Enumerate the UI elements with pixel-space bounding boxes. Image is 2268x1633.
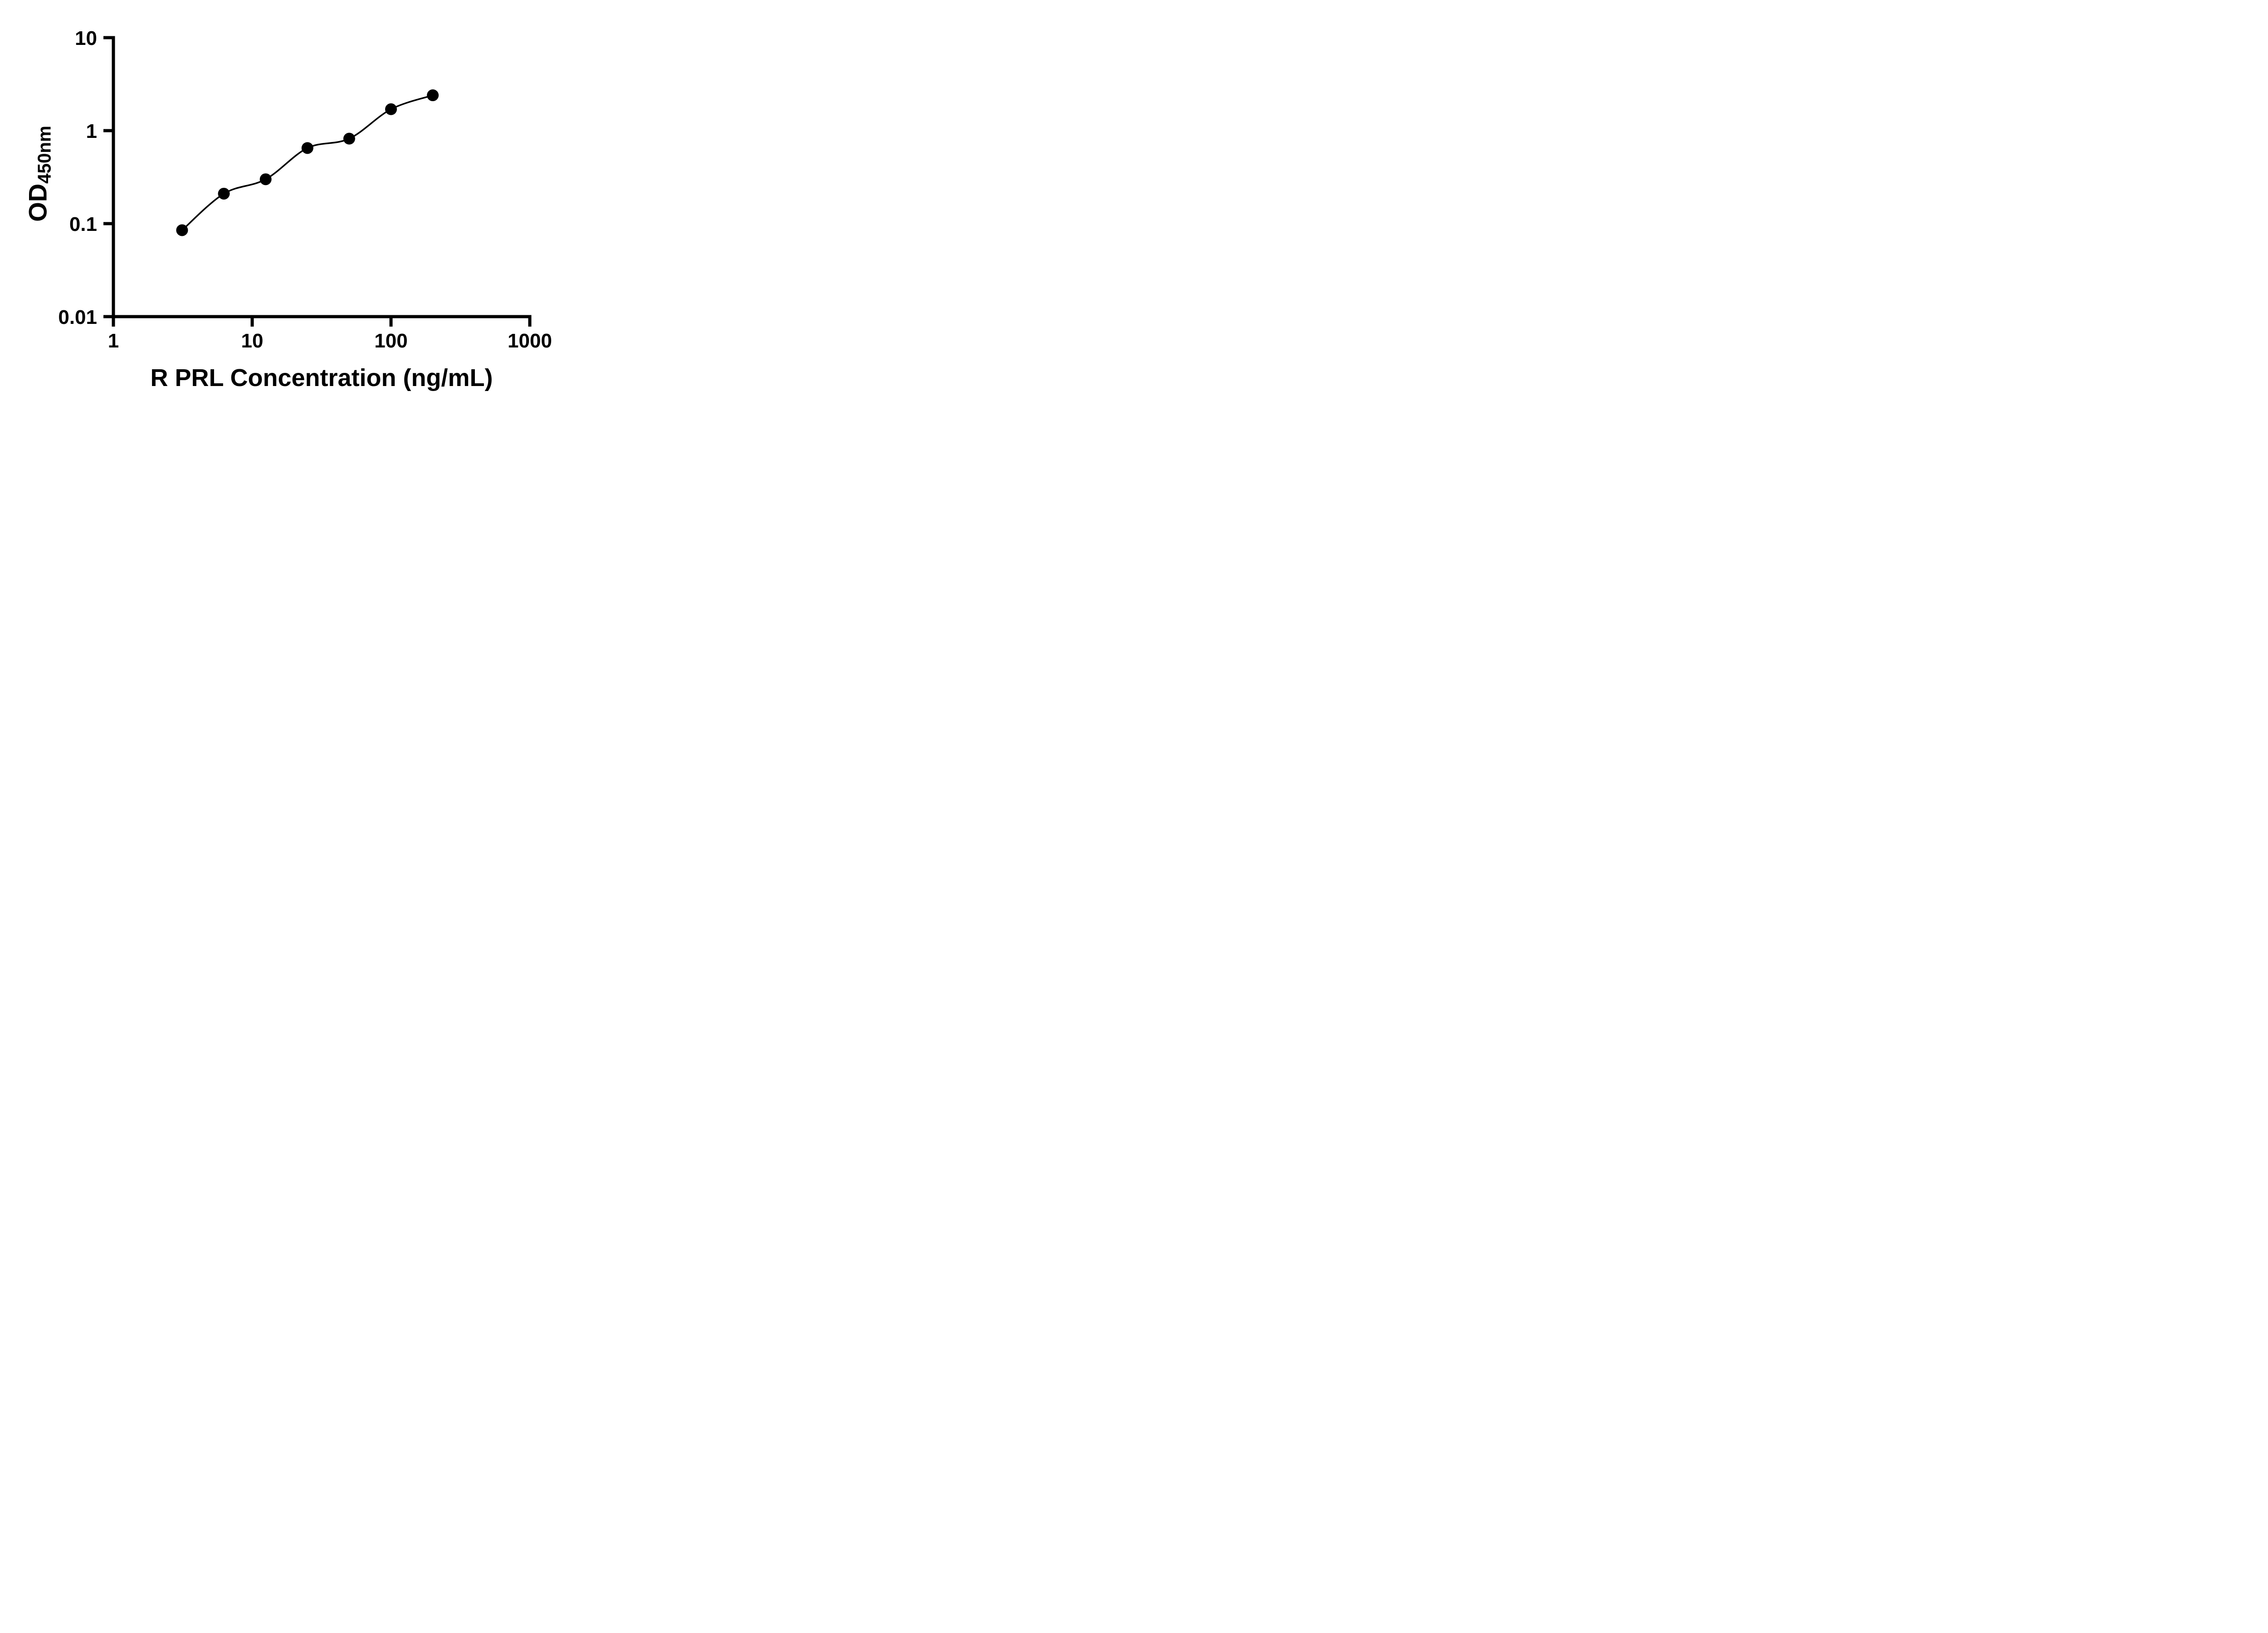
- x-tick-label: 1000: [508, 330, 552, 352]
- y-tick-label: 0.01: [58, 306, 97, 328]
- data-point: [301, 142, 313, 154]
- x-tick-label: 100: [374, 330, 407, 352]
- y-tick-label: 1: [86, 120, 97, 142]
- elisa-standard-curve-figure: 1 10 100 1000 0.01 0.1 1 10 OD450nm R PRL Conce…: [0, 0, 583, 408]
- y-axis-title-main: OD: [23, 183, 52, 222]
- y-tick-label: 0.1: [69, 213, 97, 235]
- x-axis-title: R PRL Concentration (ng/mL): [150, 364, 493, 391]
- x-tick-label: 10: [241, 330, 264, 352]
- x-tick-label: 1: [108, 330, 119, 352]
- data-point: [259, 173, 272, 186]
- standard-curve-plot: 1 10 100 1000 0.01 0.1 1 10: [58, 27, 552, 352]
- fit-curve: [181, 94, 433, 231]
- data-point: [343, 132, 355, 145]
- data-point: [385, 103, 397, 115]
- y-axis-title-subscript: 450nm: [34, 126, 55, 184]
- plot-axes: [112, 36, 532, 318]
- data-point: [176, 224, 188, 236]
- y-tick-label: 10: [75, 27, 97, 49]
- y-axis-title: OD450nm: [23, 126, 55, 222]
- data-point: [427, 89, 439, 102]
- data-point: [218, 187, 230, 200]
